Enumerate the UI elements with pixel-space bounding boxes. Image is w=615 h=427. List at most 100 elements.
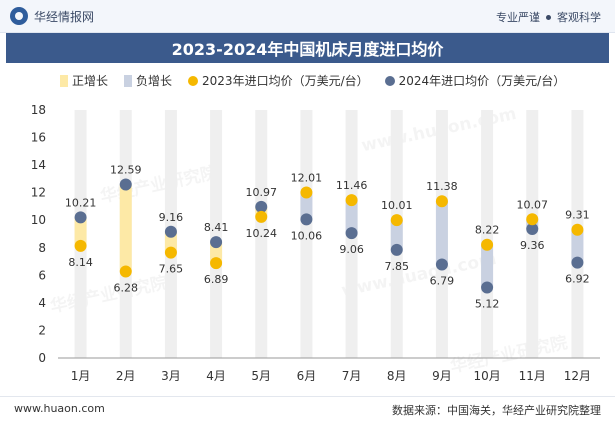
data-label-2023: 6.28 bbox=[114, 281, 139, 294]
y-tick-label: 0 bbox=[38, 351, 46, 365]
top-bar: 华经情报网 专业严谨 客观科学 bbox=[0, 0, 615, 33]
legend: 正增长 负增长 2023年进口均价（万美元/台） 2024年进口均价（万美元/台… bbox=[60, 72, 565, 89]
point-2023 bbox=[255, 210, 268, 223]
footer-source: 数据来源：中国海关，华经产业研究院整理 bbox=[392, 404, 601, 417]
x-tick-label: 1月 bbox=[71, 369, 91, 383]
background-column bbox=[481, 110, 494, 358]
point-2024 bbox=[571, 256, 584, 269]
chart-title: 2023-2024年中国机床月度进口均价 bbox=[6, 33, 609, 63]
x-tick-label: 5月 bbox=[251, 369, 271, 383]
watermark-text: 华经产业研究院 bbox=[48, 272, 169, 317]
point-2023 bbox=[571, 223, 584, 236]
point-2023 bbox=[74, 239, 87, 252]
point-2024 bbox=[300, 213, 313, 226]
y-tick-label: 14 bbox=[31, 158, 46, 172]
x-tick-label: 6月 bbox=[297, 369, 317, 383]
data-label-2024: 5.12 bbox=[475, 297, 500, 310]
point-2023 bbox=[390, 214, 403, 227]
legend-2023-label: 2023年进口均价（万美元/台） bbox=[202, 74, 369, 88]
y-tick-label: 18 bbox=[31, 103, 46, 117]
data-label-2024: 9.36 bbox=[520, 239, 545, 252]
y-tick-label: 8 bbox=[38, 241, 46, 255]
chart-svg: 华经产业研究院www.huaon.com华经产业研究院www.huaon.com… bbox=[31, 103, 600, 383]
negative-growth-bar bbox=[435, 201, 448, 265]
data-label-2024: 10.97 bbox=[246, 186, 278, 199]
legend-positive: 正增长 bbox=[60, 72, 108, 89]
point-2024 bbox=[74, 211, 87, 224]
positive-growth-bar bbox=[164, 231, 177, 253]
data-label-2023: 8.22 bbox=[475, 224, 500, 237]
data-label-2023: 7.65 bbox=[159, 263, 184, 276]
brand: 华经情报网 bbox=[10, 7, 94, 25]
data-label-2024: 6.92 bbox=[565, 273, 590, 286]
point-2023 bbox=[210, 257, 223, 270]
y-tick-label: 16 bbox=[31, 131, 46, 145]
data-label-2023: 10.07 bbox=[517, 198, 549, 211]
legend-negative: 负增长 bbox=[124, 72, 172, 89]
data-label-2024: 8.41 bbox=[204, 221, 229, 234]
point-2024 bbox=[210, 236, 223, 249]
negative-growth-bar bbox=[390, 220, 403, 250]
legend-positive-swatch bbox=[60, 74, 68, 87]
x-tick-label: 8月 bbox=[387, 369, 407, 383]
tagline: 专业严谨 客观科学 bbox=[496, 9, 601, 25]
negative-growth-bar bbox=[571, 229, 584, 263]
background-column bbox=[255, 110, 268, 358]
point-2024 bbox=[119, 178, 132, 191]
point-2023 bbox=[435, 195, 448, 208]
data-label-2024: 7.85 bbox=[385, 260, 410, 273]
x-tick-label: 11月 bbox=[519, 369, 546, 383]
positive-growth-bar bbox=[74, 217, 87, 246]
point-2023 bbox=[481, 238, 494, 251]
footer-divider bbox=[0, 396, 615, 397]
point-2024 bbox=[345, 227, 358, 240]
x-tick-label: 10月 bbox=[473, 369, 500, 383]
dot-separator-icon bbox=[546, 14, 551, 20]
point-2023 bbox=[345, 194, 358, 207]
data-label-2023: 6.89 bbox=[204, 273, 229, 286]
point-2024 bbox=[526, 223, 539, 236]
legend-2023-swatch bbox=[188, 75, 199, 86]
x-tick-label: 3月 bbox=[161, 369, 181, 383]
data-label-2024: 12.59 bbox=[110, 164, 142, 177]
data-label-2023: 11.46 bbox=[336, 179, 368, 192]
data-label-2023: 10.24 bbox=[246, 227, 278, 240]
negative-growth-bar bbox=[481, 244, 494, 288]
tagline-left: 专业严谨 bbox=[496, 11, 540, 24]
data-label-2024: 9.06 bbox=[339, 243, 364, 256]
negative-growth-bar bbox=[300, 192, 313, 220]
footer-website: www.huaon.com bbox=[14, 402, 105, 415]
y-tick-label: 4 bbox=[38, 296, 46, 310]
positive-growth-bar bbox=[119, 184, 132, 272]
brand-logo-icon bbox=[10, 7, 28, 25]
legend-2024-label: 2024年进口均价（万美元/台） bbox=[398, 74, 566, 88]
data-label-2023: 12.01 bbox=[291, 172, 323, 185]
point-2023 bbox=[119, 265, 132, 278]
background-column bbox=[300, 110, 313, 358]
point-2024 bbox=[390, 243, 403, 256]
point-2024 bbox=[255, 200, 268, 213]
y-tick-label: 10 bbox=[31, 213, 46, 227]
x-tick-label: 9月 bbox=[432, 369, 452, 383]
legend-negative-label: 负增长 bbox=[136, 74, 173, 88]
data-label-2024: 6.79 bbox=[430, 274, 455, 287]
point-2023 bbox=[164, 246, 177, 259]
data-label-2024: 10.21 bbox=[65, 196, 97, 209]
legend-2024: 2024年进口均价（万美元/台） bbox=[384, 72, 566, 89]
x-tick-label: 4月 bbox=[206, 369, 226, 383]
data-label-2023: 9.31 bbox=[565, 209, 590, 222]
negative-growth-bar bbox=[345, 200, 358, 234]
watermark-text: www.huaon.com bbox=[340, 249, 499, 301]
x-tick-label: 7月 bbox=[342, 369, 362, 383]
background-column bbox=[210, 110, 223, 358]
legend-positive-label: 正增长 bbox=[72, 74, 109, 88]
y-tick-label: 2 bbox=[38, 323, 46, 337]
data-label-2023: 10.01 bbox=[381, 199, 413, 212]
point-2024 bbox=[164, 225, 177, 238]
point-2024 bbox=[435, 258, 448, 271]
point-2024 bbox=[481, 281, 494, 294]
data-label-2024: 9.16 bbox=[159, 211, 184, 224]
watermark-text: 华经产业研究院 bbox=[448, 332, 569, 377]
brand-name: 华经情报网 bbox=[34, 9, 95, 24]
data-label-2023: 8.14 bbox=[68, 256, 93, 269]
